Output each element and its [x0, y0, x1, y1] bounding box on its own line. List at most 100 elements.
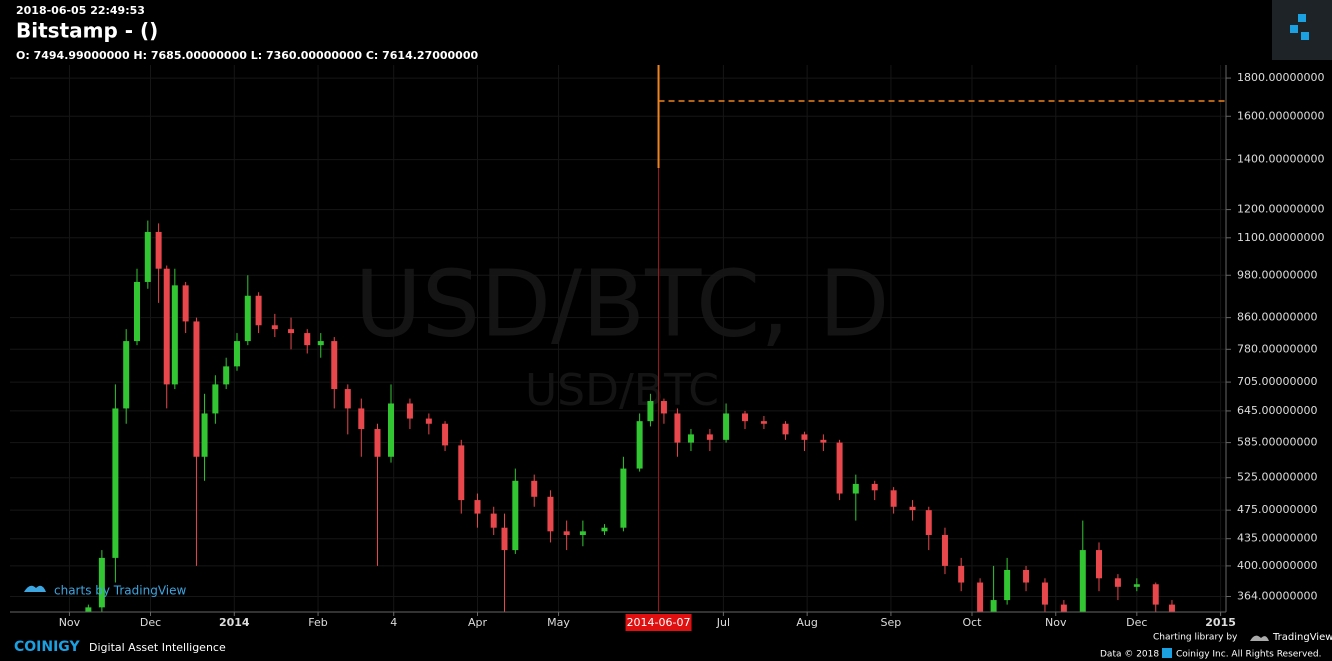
candle-body — [212, 384, 219, 414]
y-tick-label: 645.00000000 — [1237, 404, 1317, 417]
data-copyright: Data © 2018 — [1100, 650, 1159, 660]
y-tick-label: 1800.00000000 — [1237, 71, 1324, 84]
watermark: USD/BTC, D — [354, 250, 889, 357]
candle-body — [304, 333, 311, 346]
candle-body — [547, 496, 554, 532]
candle-body — [674, 413, 681, 443]
candle-body — [317, 341, 324, 346]
candle-body — [171, 285, 178, 385]
candle-body — [112, 408, 119, 558]
candle-body — [85, 607, 92, 612]
candle-body — [647, 401, 654, 422]
crosshair-label-bg — [625, 614, 692, 631]
candle-body — [601, 527, 608, 532]
candle-body — [271, 325, 278, 330]
candle-body — [501, 527, 508, 551]
x-tick-label: Sep — [881, 616, 902, 629]
ohlc-header: O: 7494.99000000 H: 7685.00000000 L: 736… — [16, 49, 478, 62]
candle-body — [760, 421, 767, 424]
symbol-title: Bitstamp - () — [16, 19, 158, 43]
x-tick-label: Nov — [59, 616, 81, 629]
logo-mark — [1298, 14, 1306, 22]
candle-body — [742, 413, 749, 422]
candle-body — [871, 483, 878, 491]
candle-body — [374, 429, 381, 457]
candle-body — [155, 231, 162, 269]
candle-body — [531, 480, 538, 497]
candle-body — [388, 403, 395, 457]
candle-body — [1041, 582, 1048, 605]
candle-body — [801, 434, 808, 440]
y-tick-label: 1100.00000000 — [1237, 231, 1324, 244]
y-tick-label: 400.00000000 — [1237, 559, 1317, 572]
y-tick-label: 1600.00000000 — [1237, 109, 1324, 122]
x-tick-label: Aug — [796, 616, 817, 629]
x-tick-label: 2014 — [219, 616, 250, 629]
candle-body — [193, 321, 200, 457]
tv-logo — [24, 585, 46, 592]
candle-body — [836, 442, 843, 494]
candle-body — [890, 490, 897, 507]
watermark-sub: USD/BTC — [525, 365, 719, 416]
candle-body — [1114, 578, 1121, 587]
brand: COINIGY — [14, 639, 80, 655]
candle-body — [1095, 550, 1102, 579]
candle-body — [909, 506, 916, 511]
candle-body — [474, 500, 481, 514]
candle-body — [134, 281, 141, 342]
candle-body — [1152, 584, 1159, 605]
logo-box — [1272, 0, 1332, 60]
y-tick-label: 585.00000000 — [1237, 436, 1317, 449]
candle-body — [990, 600, 997, 612]
y-tick-label: 860.00000000 — [1237, 311, 1317, 324]
candle-body — [244, 295, 251, 342]
candle-body — [1133, 584, 1140, 587]
candle-body — [1023, 569, 1030, 583]
logo-mark — [1290, 25, 1298, 33]
x-tick-label: Feb — [308, 616, 327, 629]
candle-body — [958, 565, 965, 583]
candle-body — [182, 285, 189, 322]
candle-body — [941, 534, 948, 566]
y-tick-label: 364.00000000 — [1237, 589, 1317, 602]
candle-body — [782, 423, 789, 435]
candle-body — [288, 329, 295, 334]
y-tick-label: 1400.00000000 — [1237, 153, 1324, 166]
rights: Coinigy Inc. All Rights Reserved. — [1176, 650, 1321, 660]
candle-body — [1060, 604, 1067, 612]
candle-body — [223, 366, 230, 385]
y-tick-label: 435.00000000 — [1237, 532, 1317, 545]
candle-body — [620, 468, 627, 528]
candle-body — [852, 483, 859, 494]
coinigy-icon — [1162, 648, 1172, 658]
candle-body — [425, 418, 432, 424]
candle-body — [1004, 569, 1011, 601]
candle-body — [458, 445, 465, 501]
candle-body — [636, 421, 643, 469]
y-tick-label: 980.00000000 — [1237, 268, 1317, 281]
charts-by: charts by TradingView — [54, 584, 186, 598]
candle-body — [255, 295, 262, 326]
candle-body — [1168, 604, 1175, 612]
candle-body — [331, 341, 338, 390]
y-tick-label: 1200.00000000 — [1237, 203, 1324, 216]
tagline: Digital Asset Intelligence — [89, 641, 226, 654]
candle-body — [660, 401, 667, 414]
y-tick-label: 705.00000000 — [1237, 375, 1317, 388]
crosshair-label: 2014-06-07 — [627, 616, 691, 629]
x-tick-label: Dec — [140, 616, 161, 629]
candle-body — [820, 439, 827, 443]
tradingview: TradingView — [1272, 632, 1332, 643]
timestamp: 2018-06-05 22:49:53 — [16, 4, 145, 17]
x-tick-label: 2015 — [1205, 616, 1236, 629]
x-tick-label: Apr — [468, 616, 488, 629]
candle-body — [233, 341, 240, 367]
candle-body — [98, 557, 105, 608]
candle-body — [925, 510, 932, 535]
candle-body — [1079, 550, 1086, 612]
tv-logo-small — [1250, 635, 1269, 641]
x-tick-label: Nov — [1045, 616, 1067, 629]
